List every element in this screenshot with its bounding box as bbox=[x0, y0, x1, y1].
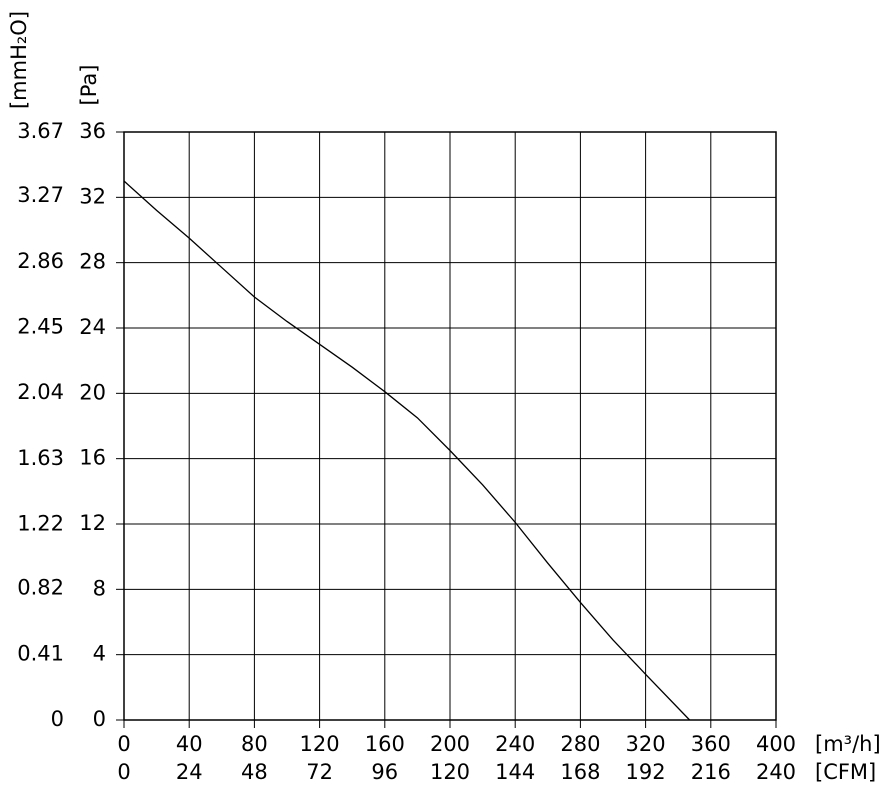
y2-tick-label: 0.41 bbox=[17, 641, 64, 665]
y2-tick-label: 1.63 bbox=[17, 446, 64, 470]
x-tick-label: 80 bbox=[241, 732, 268, 756]
x-tick-label: 400 bbox=[756, 732, 796, 756]
y2-tick-label: 3.67 bbox=[17, 119, 64, 143]
y2-tick-label: 2.45 bbox=[17, 314, 64, 338]
x-tick-label: 40 bbox=[176, 732, 203, 756]
y2-tick-label: 0.82 bbox=[17, 576, 64, 600]
y-axis-label: [Pa] bbox=[77, 65, 101, 106]
x-tick-label: 240 bbox=[495, 732, 535, 756]
y2-axis-label: [mmH₂O] bbox=[7, 11, 31, 109]
y2-tick-label: 2.86 bbox=[17, 249, 64, 273]
x-axis-label: [m³/h] bbox=[815, 732, 881, 756]
y-tick-label: 8 bbox=[93, 576, 106, 600]
x2-tick-label: 24 bbox=[176, 760, 203, 784]
y-tick-label: 20 bbox=[79, 380, 106, 404]
y-tick-label: 0 bbox=[93, 707, 106, 731]
x2-tick-label: 192 bbox=[626, 760, 666, 784]
x2-axis-label: [CFM] bbox=[815, 760, 876, 784]
x2-tick-label: 72 bbox=[306, 760, 333, 784]
x2-tick-label: 48 bbox=[241, 760, 268, 784]
x-tick-label: 360 bbox=[691, 732, 731, 756]
x2-tick-label: 96 bbox=[371, 760, 398, 784]
y-tick-label: 32 bbox=[79, 184, 106, 208]
x-tick-label: 280 bbox=[560, 732, 600, 756]
x-tick-label: 200 bbox=[430, 732, 470, 756]
x-tick-label: 0 bbox=[117, 732, 130, 756]
y2-tick-label: 3.27 bbox=[17, 183, 64, 207]
x2-tick-label: 240 bbox=[756, 760, 796, 784]
y-tick-label: 12 bbox=[79, 511, 106, 535]
x2-tick-label: 144 bbox=[495, 760, 535, 784]
y2-tick-label: 2.04 bbox=[17, 380, 64, 404]
y-tick-label: 28 bbox=[79, 250, 106, 274]
plot-frame bbox=[123, 131, 777, 721]
x-tick-label: 160 bbox=[365, 732, 405, 756]
y-tick-label: 36 bbox=[79, 119, 106, 143]
y2-tick-label: 1.22 bbox=[17, 512, 64, 536]
x2-tick-label: 120 bbox=[430, 760, 470, 784]
x-tick-label: 320 bbox=[626, 732, 666, 756]
y-tick-label: 24 bbox=[79, 315, 106, 339]
x2-tick-label: 0 bbox=[117, 760, 130, 784]
y-tick-label: 4 bbox=[93, 642, 106, 666]
curve bbox=[123, 180, 691, 721]
y-tick-label: 16 bbox=[79, 446, 106, 470]
x-tick-label: 120 bbox=[300, 732, 340, 756]
x2-tick-label: 168 bbox=[560, 760, 600, 784]
y2-tick-label: 0 bbox=[51, 707, 64, 731]
x2-tick-label: 216 bbox=[691, 760, 731, 784]
